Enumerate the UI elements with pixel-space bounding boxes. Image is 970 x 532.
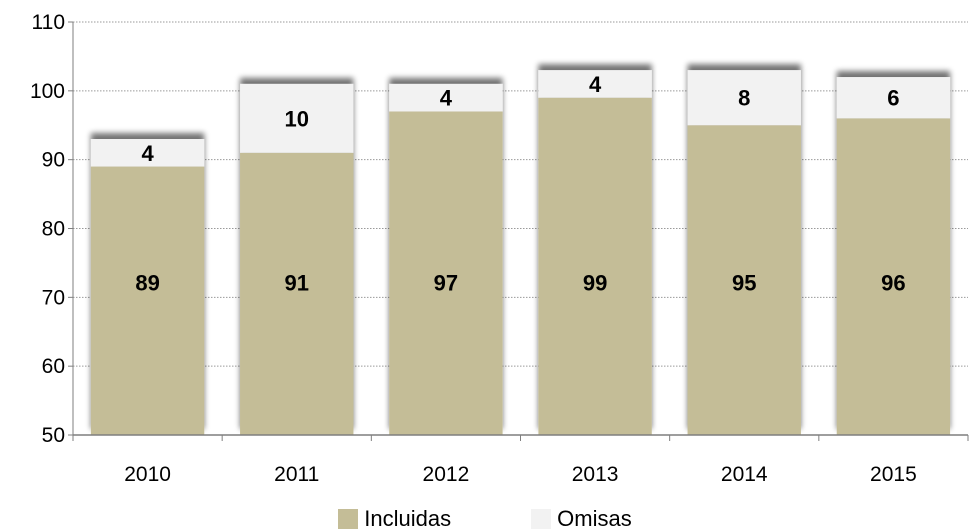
data-label-incluidas-2014: 95	[732, 270, 756, 295]
y-tick-label-80: 80	[42, 218, 65, 241]
bar-group-2011	[240, 83, 354, 436]
x-tick-label-2015: 2015	[870, 463, 917, 486]
bar-group-2012	[389, 83, 503, 435]
y-tick-label-60: 60	[42, 355, 65, 378]
chart-svg: 50 60 70 80 90 100 110 89 4 91 10 97 4 99 4 95 8 96 6 201…	[30, 11, 969, 486]
data-label-omisas-2010: 4	[141, 141, 154, 166]
legend-label-incluidas: Incluidas	[364, 505, 452, 531]
data-label-incluidas-2013: 99	[583, 270, 607, 295]
data-labels: 89 4 91 10 97 4 99 4 95 8 96 6	[135, 72, 905, 296]
data-label-incluidas-2010: 89	[135, 270, 159, 295]
bar-group-2015	[836, 77, 951, 435]
legend-item-omisas: Omisas	[531, 506, 632, 532]
bar-omisas-2012	[389, 83, 503, 112]
data-label-incluidas-2015: 96	[881, 270, 905, 295]
grid-lines	[68, 21, 968, 436]
bar-group-2014	[687, 70, 801, 435]
bar-incluidas-2011	[240, 152, 354, 436]
bar-incluidas-2012	[389, 111, 503, 435]
x-tick-label-2014: 2014	[721, 463, 768, 486]
x-axis: 2010 2011 2012 2013 2014 2015	[72, 22, 969, 486]
bar-incluidas-2015	[836, 118, 951, 435]
data-label-incluidas-2011: 91	[285, 270, 309, 295]
bar-incluidas-2014	[687, 125, 801, 435]
x-tick-label-2010: 2010	[124, 463, 171, 486]
y-tick-label-50: 50	[42, 424, 65, 447]
legend: Incluidas Omisas	[0, 506, 970, 531]
legend-swatch-incluidas	[338, 508, 359, 529]
bar-incluidas-2013	[538, 97, 652, 435]
legend-label-omisas: Omisas	[557, 505, 632, 531]
data-label-omisas-2014: 8	[738, 86, 750, 111]
y-tick-label-90: 90	[42, 149, 65, 172]
bar-omisas-2014	[687, 70, 801, 126]
data-label-omisas-2012: 4	[440, 86, 453, 111]
x-tick-label-2012: 2012	[423, 463, 470, 486]
bar-group-2010	[90, 139, 205, 436]
bar-omisas-2011	[240, 83, 354, 153]
y-tick-label-70: 70	[42, 286, 65, 309]
y-tick-label-110: 110	[32, 11, 65, 34]
y-tick-label-100: 100	[30, 80, 65, 103]
bar-omisas-2015	[836, 77, 951, 119]
bar-group-2013	[538, 70, 652, 435]
data-label-omisas-2015: 6	[887, 86, 899, 111]
bar-incluidas-2010	[90, 166, 205, 436]
x-tick-label-2011: 2011	[274, 463, 319, 486]
data-label-omisas-2013: 4	[589, 72, 602, 97]
bar-omisas-2013	[538, 70, 652, 98]
data-label-incluidas-2012: 97	[434, 270, 458, 295]
legend-swatch-omisas	[531, 508, 552, 529]
data-label-omisas-2011: 10	[285, 106, 309, 131]
y-axis-labels: 50 60 70 80 90 100 110	[30, 11, 65, 447]
bar-omisas-2010	[90, 139, 205, 167]
bars	[90, 70, 951, 436]
legend-item-incluidas: Incluidas	[338, 506, 451, 532]
x-tick-label-2013: 2013	[572, 463, 619, 486]
